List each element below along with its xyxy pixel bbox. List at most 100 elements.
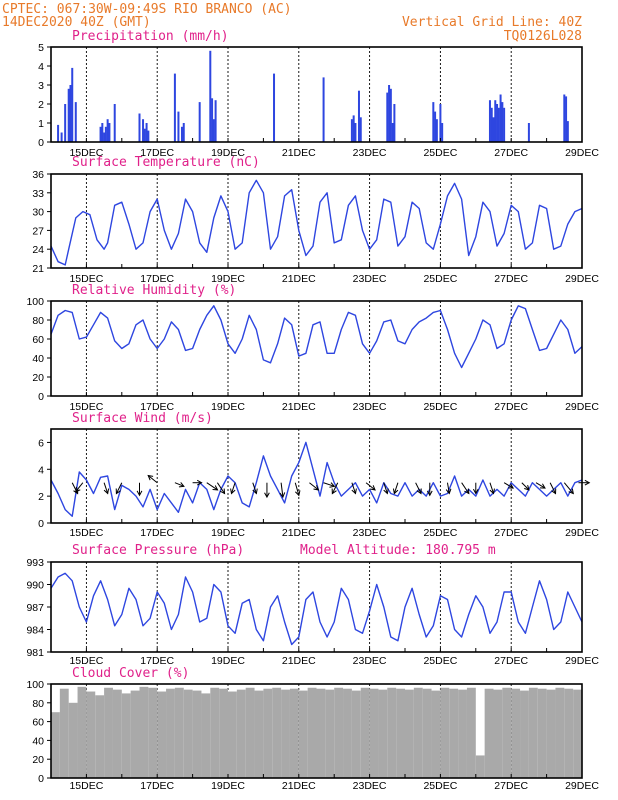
pressure-ytick-label: 990 bbox=[26, 580, 44, 592]
humidity-xtick-label: 21DEC bbox=[282, 401, 316, 413]
cloud-bar bbox=[555, 687, 565, 778]
wind-arrow bbox=[192, 479, 203, 486]
cloud-bar bbox=[466, 687, 476, 778]
wind-arrow bbox=[549, 482, 557, 495]
wind-arrow bbox=[578, 479, 591, 486]
wind-arrow bbox=[75, 482, 84, 493]
precip-bar bbox=[388, 85, 391, 142]
cloud-bar bbox=[378, 689, 388, 778]
wind-arrow bbox=[216, 482, 226, 495]
wind-arrow bbox=[521, 482, 530, 491]
cloud-bar bbox=[493, 689, 503, 778]
precip-panel: Precipitation (mm/h) 0 1 2 3 4 5 15DEC 17DEC 19DE… bbox=[38, 29, 599, 159]
precip-bar bbox=[497, 107, 500, 142]
wind-ytick-label: 6 bbox=[38, 437, 44, 449]
cloud-bar bbox=[458, 689, 467, 778]
precip-xtick-label: 27DEC bbox=[494, 147, 528, 159]
wind-arrow bbox=[445, 482, 452, 495]
cloud-bar bbox=[511, 688, 521, 778]
cloud-bar bbox=[272, 687, 282, 778]
cloud-bar bbox=[573, 689, 582, 778]
humidity-xtick-label: 29DEC bbox=[565, 401, 599, 413]
humidity-xtick-label: 25DEC bbox=[423, 401, 457, 413]
humidity-ytick-label: 40 bbox=[32, 353, 44, 365]
cloud-bar bbox=[360, 687, 370, 778]
cloud-bar bbox=[528, 687, 538, 778]
cloud-xtick-label: 21DEC bbox=[282, 780, 316, 792]
temperature-xtick-label: 23DEC bbox=[353, 273, 387, 285]
pressure-ytick-label: 987 bbox=[26, 602, 44, 614]
wind-arrow bbox=[115, 482, 123, 495]
wind-xtick-label: 19DEC bbox=[211, 527, 245, 539]
cloud-xtick-label: 25DEC bbox=[423, 780, 457, 792]
cloud-bar bbox=[369, 688, 379, 778]
cloud-bar bbox=[77, 686, 87, 778]
cloud-bar bbox=[59, 688, 69, 778]
wind-arrow bbox=[206, 482, 219, 491]
precip-bar bbox=[198, 102, 201, 142]
cloud-ytick-label: 80 bbox=[32, 698, 44, 710]
cloud-bar bbox=[245, 687, 255, 778]
precip-bar bbox=[273, 73, 276, 142]
cloud-xtick-label: 17DEC bbox=[140, 780, 174, 792]
temperature-line bbox=[50, 179, 583, 266]
wind-arrow bbox=[174, 482, 185, 488]
precip-bar bbox=[492, 117, 495, 142]
cloud-bar bbox=[104, 687, 113, 778]
precip-bar bbox=[103, 132, 106, 142]
header-model: TQ0126L028 bbox=[504, 29, 582, 44]
precip-bar bbox=[214, 100, 217, 142]
cloud-bar bbox=[130, 690, 140, 778]
precip-bar bbox=[108, 123, 111, 142]
wind-arrow bbox=[426, 482, 433, 497]
humidity-panel: Relative Humidity (%) 0 20 40 60 80 100 15DEC 17… bbox=[26, 283, 599, 413]
wind-arrow bbox=[294, 482, 301, 497]
humidity-ytick-label: 0 bbox=[38, 391, 44, 403]
precip-bar bbox=[67, 88, 70, 142]
precip-bar bbox=[177, 111, 180, 142]
cloud-title: Cloud Cover (%) bbox=[72, 666, 189, 681]
cloud-bar bbox=[148, 687, 158, 778]
precip-xtick-label: 15DEC bbox=[69, 147, 103, 159]
wind-ytick-label: 0 bbox=[38, 518, 44, 530]
precip-bar bbox=[145, 123, 148, 142]
precip-xtick-label: 21DEC bbox=[282, 147, 316, 159]
cloud-bar bbox=[201, 693, 211, 778]
precip-ytick-label: 1 bbox=[38, 118, 44, 130]
humidity-xtick-label: 23DEC bbox=[353, 401, 387, 413]
pressure-xtick-label: 29DEC bbox=[565, 655, 599, 667]
cloud-bar bbox=[157, 691, 167, 778]
header-grid-note: Vertical Grid Line: 40Z bbox=[402, 15, 582, 30]
wind-arrow bbox=[365, 482, 376, 491]
cloud-bar bbox=[219, 688, 228, 778]
cloud-bar bbox=[263, 688, 273, 778]
wind-frame bbox=[50, 428, 583, 524]
pressure-line bbox=[50, 572, 583, 646]
pressure-xtick-label: 15DEC bbox=[69, 655, 103, 667]
wind-arrow bbox=[461, 482, 470, 495]
cloud-xtick-label: 19DEC bbox=[211, 780, 245, 792]
wind-arrow bbox=[563, 482, 574, 495]
precip-xtick-label: 29DEC bbox=[565, 147, 599, 159]
pressure-subtitle: Model Altitude: 180.795 m bbox=[300, 543, 496, 558]
precip-bar bbox=[106, 119, 109, 142]
cloud-bar bbox=[413, 687, 423, 778]
temperature-xtick-label: 25DEC bbox=[423, 273, 457, 285]
precip-bar bbox=[566, 121, 569, 142]
precip-bar bbox=[488, 100, 491, 142]
precip-bar bbox=[180, 126, 183, 142]
temperature-xtick-label: 27DEC bbox=[494, 273, 528, 285]
wind-xtick-label: 17DEC bbox=[140, 527, 174, 539]
humidity-line bbox=[50, 305, 583, 369]
cloud-xtick-label: 15DEC bbox=[69, 780, 103, 792]
header-location: CPTEC: 067:30W-09:49S RIO BRANCO (AC) bbox=[2, 2, 292, 17]
cloud-bar bbox=[537, 688, 547, 778]
precip-ytick-label: 0 bbox=[38, 137, 44, 149]
cloud-bar bbox=[396, 688, 405, 778]
cloud-xtick-label: 27DEC bbox=[494, 780, 528, 792]
pressure-panel: Surface Pressure (hPa) Model Altitude: 18… bbox=[26, 543, 599, 667]
precip-bar bbox=[104, 126, 107, 142]
cloud-bar bbox=[316, 688, 326, 778]
wind-arrow bbox=[331, 482, 339, 495]
